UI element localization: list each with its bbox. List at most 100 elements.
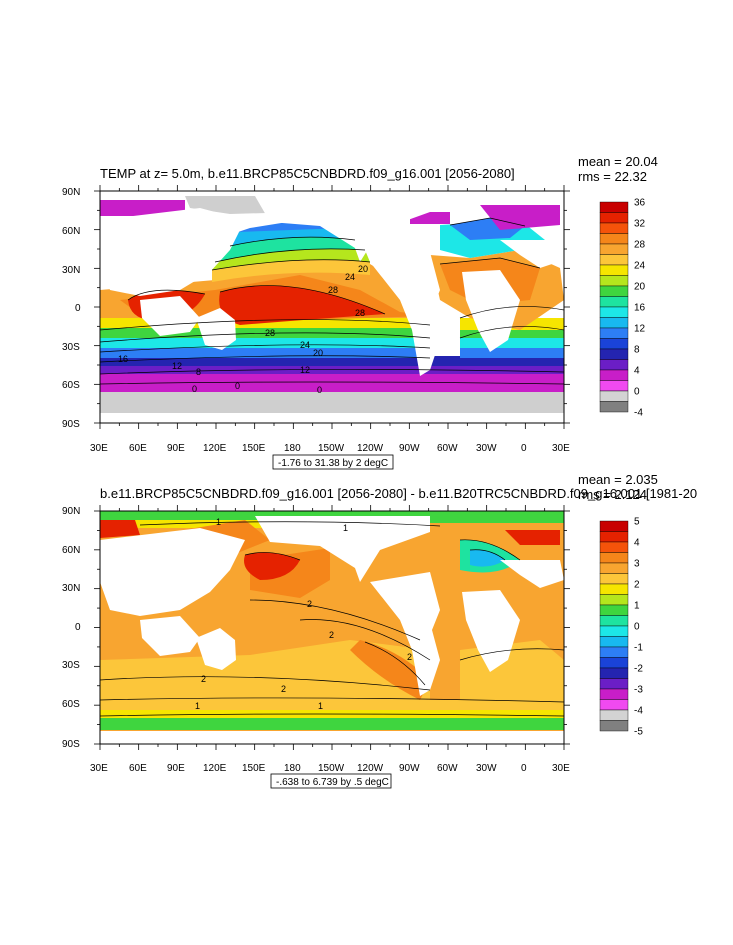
lon-label: 150W bbox=[318, 443, 345, 454]
panel-top: TEMP at z= 5.0m, b.e11.BRCP85C5CNBDRD.f0… bbox=[62, 154, 658, 470]
colorbar-label: -3 bbox=[634, 685, 643, 696]
lat-label: 30S bbox=[62, 660, 80, 671]
colorbar-swatch bbox=[599, 201, 629, 213]
colorbar-label: 4 bbox=[634, 538, 640, 549]
colorbar-swatch bbox=[599, 285, 629, 297]
contour-label: 0 bbox=[317, 385, 322, 395]
panel-top-caption: -1.76 to 31.38 by 2 degC bbox=[272, 454, 394, 470]
panel-bottom-contour-labels: 1 1 2 2 2 2 2 1 1 bbox=[195, 517, 412, 711]
panel-bottom-rms: rms = 2.124 bbox=[578, 487, 647, 502]
lon-label: 30E bbox=[90, 443, 108, 454]
colorbar-swatch bbox=[599, 275, 629, 287]
lon-label: 120W bbox=[357, 443, 384, 454]
panel-top-colorbar: 36 32 28 24 20 16 12 8 4 0 -4 bbox=[599, 198, 646, 419]
colorbar-swatch bbox=[599, 552, 629, 564]
lon-label: 150E bbox=[242, 763, 266, 774]
lon-label: 90W bbox=[399, 763, 420, 774]
panel-bottom-lon-axis: 30E 60E 90E 120E 150E 180 150W 120W 90W … bbox=[90, 763, 570, 774]
contour-label: 2 bbox=[329, 630, 334, 640]
colorbar-swatch bbox=[599, 327, 629, 339]
lon-label: 60W bbox=[437, 443, 458, 454]
colorbar-swatch bbox=[599, 531, 629, 543]
panel-bottom-title: b.e11.BRCP85C5CNBDRD.f09_g16.001 [2056-2… bbox=[100, 486, 697, 501]
colorbar-label: 5 bbox=[634, 517, 640, 528]
contour-label: 0 bbox=[192, 384, 197, 394]
lon-label: 0 bbox=[521, 443, 527, 454]
panel-top-contour-labels: 28 28 28 24 24 20 20 16 12 12 8 0 0 0 bbox=[118, 264, 368, 395]
colorbar-label: -4 bbox=[634, 408, 643, 419]
colorbar-swatch bbox=[599, 254, 629, 266]
lat-label: 60N bbox=[62, 226, 80, 237]
colorbar-label: 12 bbox=[634, 324, 646, 335]
lon-label: 60E bbox=[129, 763, 147, 774]
contour-label: 8 bbox=[196, 367, 201, 377]
colorbar-label: -2 bbox=[634, 664, 643, 675]
colorbar-swatch bbox=[599, 264, 629, 276]
contour-label: 1 bbox=[195, 701, 200, 711]
lat-label: 0 bbox=[75, 303, 81, 314]
colorbar-swatch bbox=[599, 401, 629, 413]
contour-label: 0 bbox=[235, 381, 240, 391]
colorbar-label: 32 bbox=[634, 219, 646, 230]
colorbar-swatch bbox=[599, 222, 629, 234]
panel-top-lat-axis: 90N 60N 30N 0 30S 60S 90S bbox=[62, 187, 81, 430]
colorbar-swatch bbox=[599, 243, 629, 255]
colorbar-swatch bbox=[599, 380, 629, 392]
colorbar-swatch bbox=[599, 212, 629, 224]
panel-top-caption-text: -1.76 to 31.38 by 2 degC bbox=[278, 458, 388, 469]
lat-label: 0 bbox=[75, 622, 81, 633]
lon-label: 30E bbox=[552, 443, 570, 454]
lon-label: 150W bbox=[318, 763, 345, 774]
colorbar-label: 24 bbox=[634, 261, 646, 272]
colorbar-swatch bbox=[599, 573, 629, 585]
colorbar-swatch bbox=[599, 709, 629, 721]
lon-label: 60E bbox=[129, 443, 147, 454]
colorbar-swatch bbox=[599, 338, 629, 350]
colorbar-swatch bbox=[599, 369, 629, 381]
colorbar-swatch bbox=[599, 604, 629, 616]
lon-label: 30W bbox=[476, 443, 497, 454]
lat-label: 60S bbox=[62, 380, 80, 391]
colorbar-label: 8 bbox=[634, 345, 640, 356]
lon-label: 180 bbox=[284, 443, 301, 454]
contour-label: 24 bbox=[345, 272, 355, 282]
lat-label: 90N bbox=[62, 187, 80, 198]
panel-bottom-caption-text: -.638 to 6.739 by .5 degC bbox=[276, 777, 389, 788]
lon-label: 120E bbox=[203, 443, 227, 454]
contour-label: 28 bbox=[355, 308, 365, 318]
colorbar-swatch bbox=[599, 359, 629, 371]
colorbar-swatch bbox=[599, 520, 629, 532]
contour-label: 28 bbox=[328, 285, 338, 295]
panel-bottom-map-field bbox=[100, 511, 564, 744]
colorbar-label: 36 bbox=[634, 198, 646, 209]
lat-label: 90S bbox=[62, 739, 80, 750]
colorbar-swatch bbox=[599, 348, 629, 360]
contour-label: 12 bbox=[172, 361, 182, 371]
colorbar-swatch bbox=[599, 296, 629, 308]
lat-label: 30N bbox=[62, 583, 80, 594]
colorbar-label: 0 bbox=[634, 387, 640, 398]
contour-label: 2 bbox=[407, 652, 412, 662]
panel-top-lon-axis: 30E 60E 90E 120E 150E 180 150W 120W 90W … bbox=[90, 443, 570, 454]
axis-ticks bbox=[94, 185, 570, 750]
colorbar-label: 2 bbox=[634, 580, 640, 591]
lon-label: 120E bbox=[203, 763, 227, 774]
lon-label: 90E bbox=[167, 443, 185, 454]
colorbar-label: 4 bbox=[634, 366, 640, 377]
colorbar-swatch bbox=[599, 646, 629, 658]
contour-label: 1 bbox=[318, 701, 323, 711]
colorbar-swatch bbox=[599, 390, 629, 402]
colorbar-swatch bbox=[599, 625, 629, 637]
colorbar-swatch bbox=[599, 583, 629, 595]
colorbar-swatch bbox=[599, 317, 629, 329]
contour-label: 12 bbox=[300, 365, 310, 375]
colorbar-label: 0 bbox=[634, 622, 640, 633]
colorbar-swatch bbox=[599, 562, 629, 574]
contour-label: 1 bbox=[343, 523, 348, 533]
colorbar-swatch bbox=[599, 233, 629, 245]
colorbar-label: -1 bbox=[634, 643, 643, 654]
panel-top-title: TEMP at z= 5.0m, b.e11.BRCP85C5CNBDRD.f0… bbox=[100, 166, 515, 181]
colorbar-swatch bbox=[599, 541, 629, 553]
contour-label: 20 bbox=[358, 264, 368, 274]
